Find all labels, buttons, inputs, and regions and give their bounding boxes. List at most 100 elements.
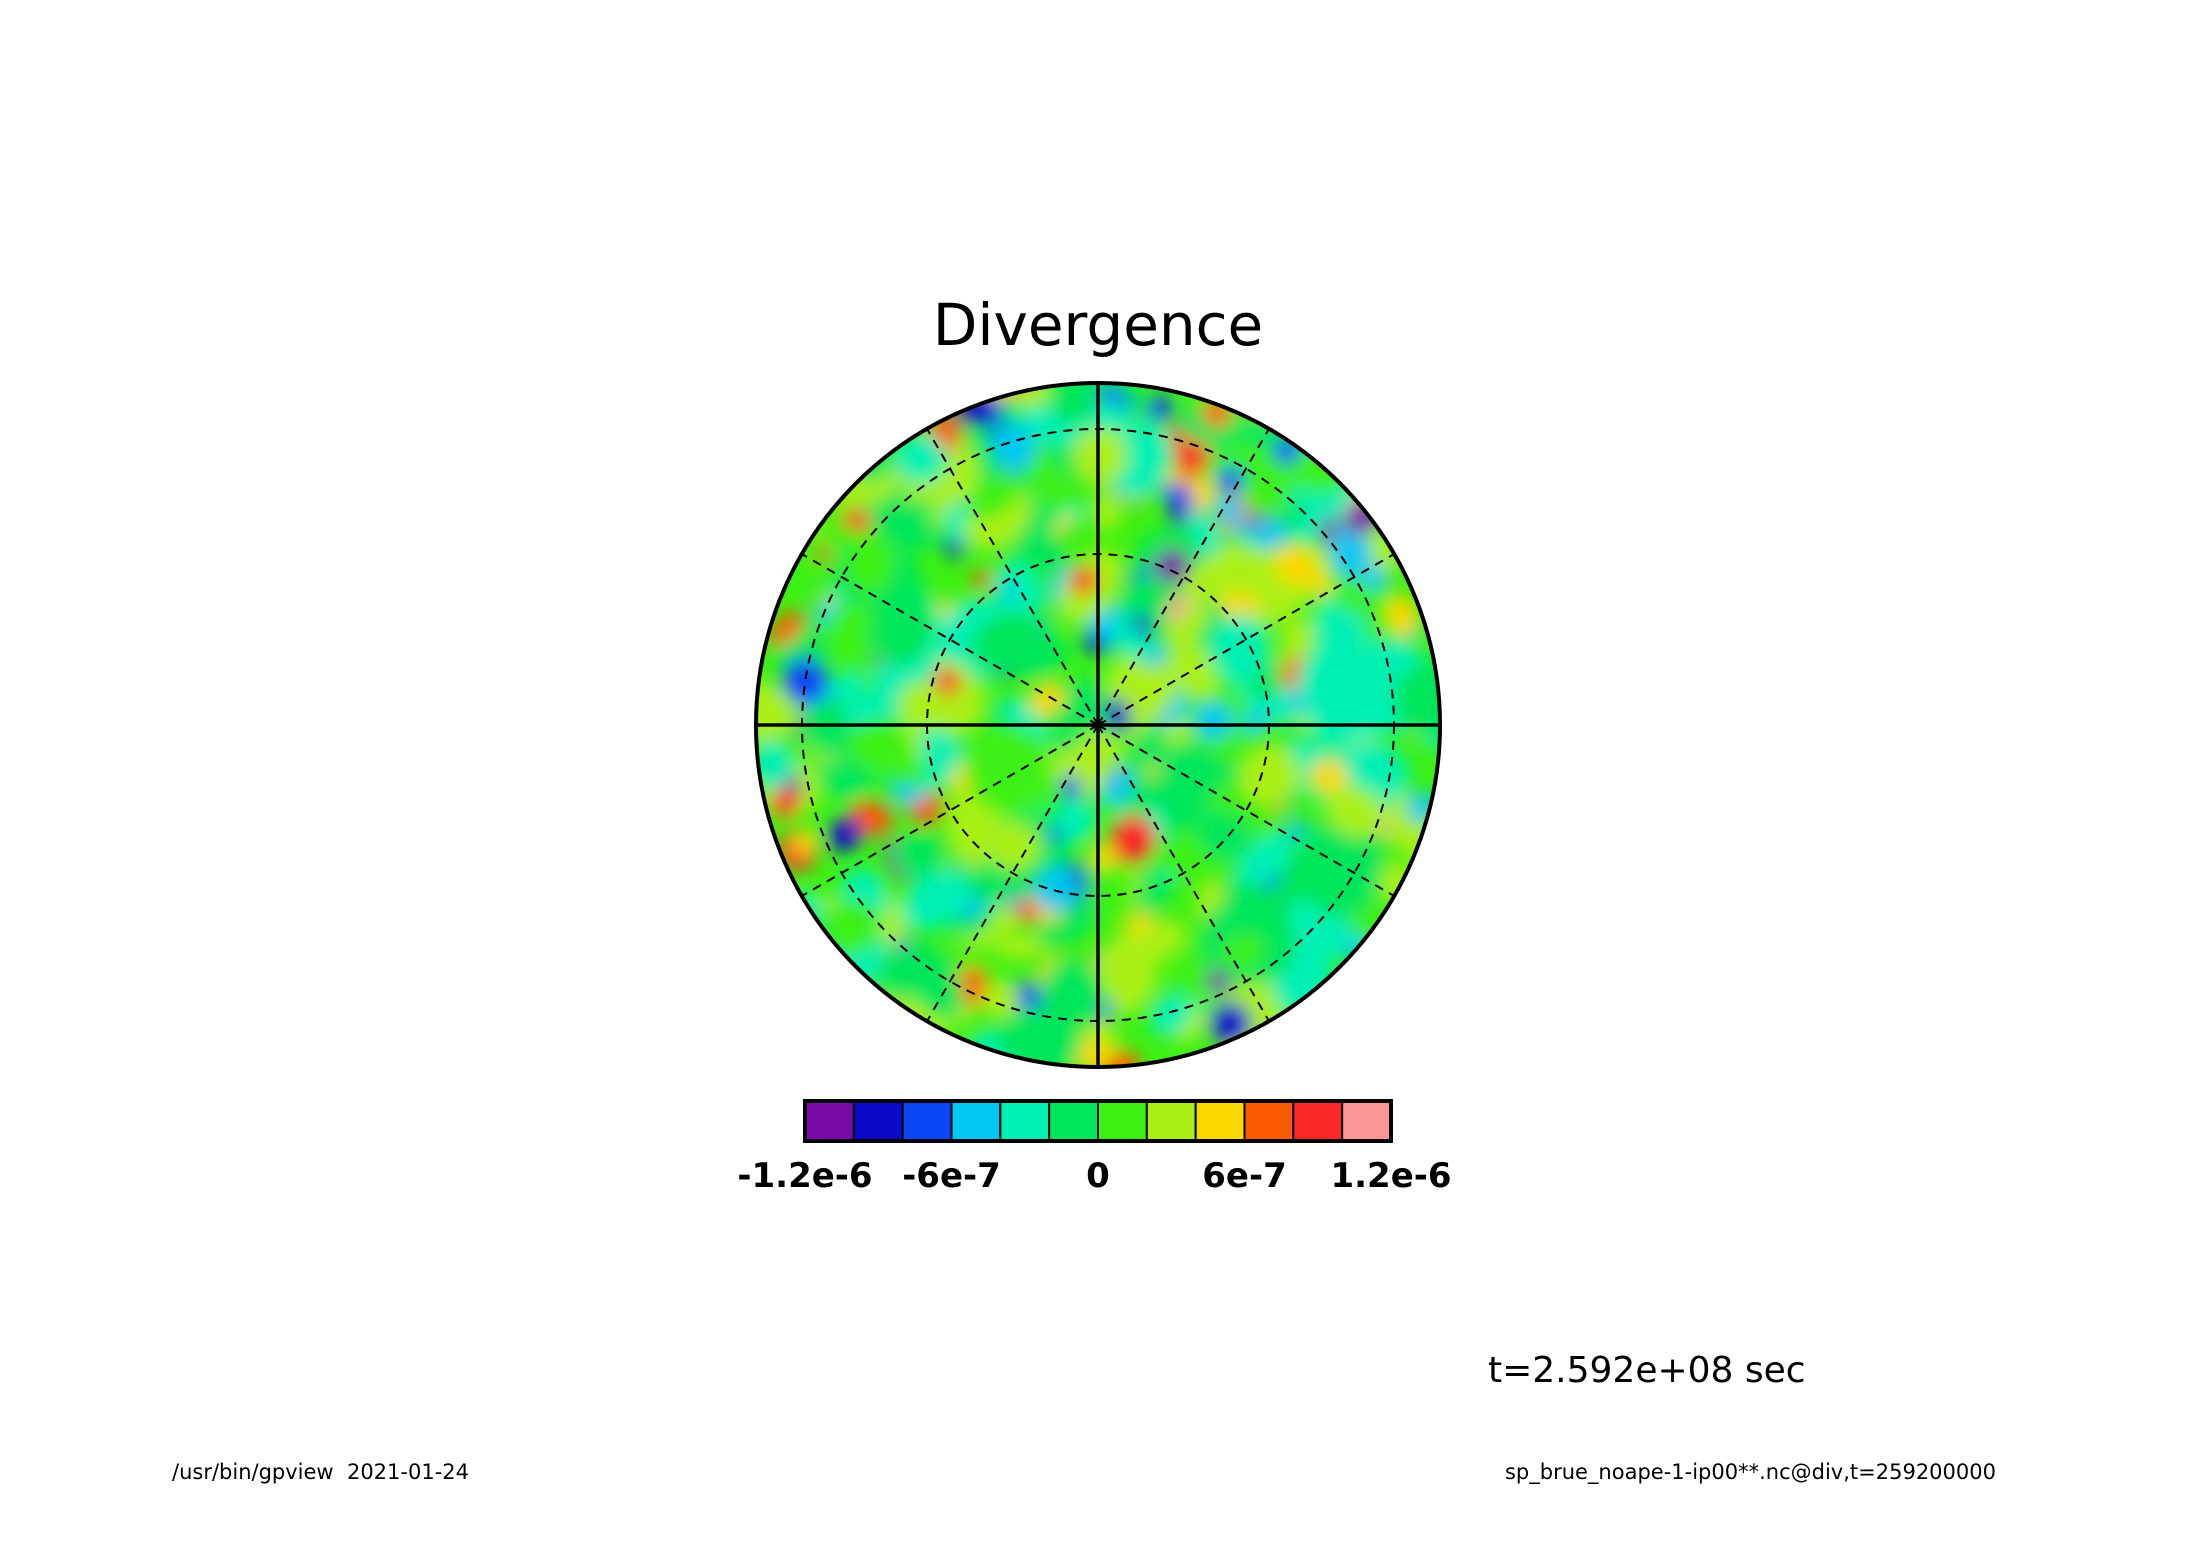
colorbar-tick-label: 0 bbox=[1086, 1156, 1110, 1196]
heatmap-cell bbox=[1094, 494, 1121, 532]
heatmap-cell bbox=[995, 583, 1017, 600]
colorbar-swatch bbox=[852, 1100, 904, 1142]
colorbar-swatch bbox=[950, 1100, 1002, 1142]
heatmap-cell bbox=[997, 934, 1046, 960]
colorbar-swatch bbox=[1048, 1100, 1100, 1142]
heatmap-cell bbox=[1308, 573, 1332, 597]
footer-left: /usr/bin/gpview 2021-01-24 bbox=[172, 1460, 469, 1484]
heatmap-cell bbox=[869, 498, 919, 542]
heatmap-cell bbox=[1126, 920, 1187, 965]
heatmap-cell bbox=[1081, 634, 1108, 655]
time-label: t=2.592e+08 sec bbox=[1488, 1350, 1806, 1391]
heatmap-cell bbox=[1147, 395, 1173, 422]
heatmap-cell bbox=[782, 658, 828, 705]
heatmap-cell bbox=[1328, 528, 1372, 578]
heatmap-cell bbox=[1242, 709, 1270, 734]
heatmap-cell bbox=[981, 979, 1020, 1019]
heatmap-cell bbox=[1221, 934, 1264, 969]
heatmap-cell bbox=[903, 944, 965, 1020]
heatmap-cell bbox=[1194, 701, 1233, 740]
heatmap-cell bbox=[1216, 467, 1245, 493]
heatmap-cell bbox=[1362, 566, 1389, 590]
heatmap-cell bbox=[1073, 428, 1127, 483]
heatmap-cell bbox=[1386, 594, 1419, 637]
heatmap-cell bbox=[1220, 591, 1259, 624]
heatmap-cell bbox=[768, 611, 804, 646]
heatmap-cell bbox=[1209, 614, 1270, 683]
heatmap-cell bbox=[1016, 524, 1066, 569]
heatmap-cell bbox=[1310, 758, 1348, 795]
heatmap-cell bbox=[841, 509, 873, 531]
colorbar-swatch bbox=[901, 1100, 953, 1142]
heatmap-cell bbox=[1154, 549, 1190, 583]
heatmap-cell bbox=[1297, 817, 1384, 918]
footer-right: sp_brue_noape-1-ip00**.nc@div,t=25920000… bbox=[1505, 1460, 1996, 1485]
colorbar-swatch bbox=[1145, 1100, 1197, 1142]
heatmap-cell bbox=[1205, 806, 1233, 844]
heatmap-cell bbox=[893, 433, 948, 484]
heatmap-cell bbox=[900, 868, 969, 931]
heatmap-cell bbox=[1214, 495, 1244, 522]
colorbar-tick-label: 1.2e-6 bbox=[1330, 1156, 1451, 1196]
heatmap-cell bbox=[988, 823, 1040, 871]
heatmap-cell bbox=[844, 531, 895, 594]
polar-heatmap bbox=[754, 381, 1442, 1069]
map-boundary bbox=[754, 381, 1442, 1069]
colorbar-frame bbox=[803, 1099, 1393, 1143]
heatmap-cell bbox=[1161, 483, 1195, 509]
heatmap-cell bbox=[1285, 818, 1308, 842]
heatmap-cell bbox=[1232, 518, 1253, 535]
heatmap-cell bbox=[1166, 470, 1186, 488]
heatmap-cell bbox=[964, 723, 1053, 817]
heatmap-cell bbox=[817, 543, 830, 564]
heatmap-cell bbox=[1174, 440, 1210, 476]
heatmap-cell bbox=[821, 899, 881, 956]
heatmap-cell bbox=[897, 680, 947, 730]
heatmap-cell bbox=[848, 720, 913, 773]
polar-grid bbox=[756, 383, 1440, 1067]
heatmap-cell bbox=[1254, 519, 1289, 553]
heatmap-cell bbox=[1206, 970, 1232, 993]
heatmap-cell bbox=[1104, 1050, 1140, 1067]
heatmap-field bbox=[756, 383, 1440, 1067]
heatmap-cell bbox=[791, 829, 819, 856]
colorbar-tick-label: -6e-7 bbox=[902, 1156, 1001, 1196]
heatmap-cell bbox=[1041, 958, 1106, 1027]
colorbar-swatch bbox=[804, 1100, 855, 1142]
colorbar-swatch bbox=[1097, 1100, 1148, 1142]
heatmap-cell bbox=[1149, 994, 1192, 1037]
heatmap-cell bbox=[1131, 614, 1152, 635]
colorbar-tick-label: 6e-7 bbox=[1202, 1156, 1287, 1196]
colorbar-tick-label: -1.2e-6 bbox=[737, 1156, 872, 1196]
heatmap-cell bbox=[1274, 546, 1317, 586]
heatmap-cell bbox=[1185, 515, 1223, 552]
heatmap-cell bbox=[1109, 815, 1156, 864]
heatmap-cell bbox=[1296, 646, 1372, 725]
colorbar: -1.2e-6 -6e-7 0 6e-7 1.2e-6 bbox=[737, 1099, 1452, 1196]
chart-title: Divergence bbox=[933, 291, 1263, 359]
heatmap-cell bbox=[1016, 654, 1059, 680]
heatmap-cell bbox=[960, 901, 984, 919]
heatmap-cell bbox=[1237, 832, 1295, 886]
heatmap-cell bbox=[1047, 383, 1100, 426]
colorbar-swatch bbox=[1194, 1100, 1246, 1142]
heatmap-cell bbox=[971, 570, 992, 588]
heatmap-cell bbox=[1165, 605, 1209, 647]
heatmap-cell bbox=[1108, 421, 1172, 501]
colorbar-swatch bbox=[1341, 1100, 1393, 1142]
heatmap-cell bbox=[829, 671, 866, 704]
heatmap-cell bbox=[892, 832, 946, 878]
heatmap-cell bbox=[993, 423, 1036, 472]
colorbar-swatch bbox=[999, 1100, 1051, 1142]
heatmap-cell bbox=[1169, 638, 1218, 699]
heatmap-cell bbox=[828, 817, 862, 853]
colorbar-swatch bbox=[1292, 1100, 1344, 1142]
heatmap-cell bbox=[970, 860, 1020, 901]
heatmap-cell bbox=[1099, 999, 1112, 1021]
heatmap-cell bbox=[1061, 513, 1075, 531]
heatmap-cell bbox=[1073, 1039, 1110, 1067]
heatmap-cell bbox=[1034, 865, 1079, 912]
heatmap-cell bbox=[966, 473, 1022, 519]
heatmap-cell bbox=[1394, 660, 1440, 740]
